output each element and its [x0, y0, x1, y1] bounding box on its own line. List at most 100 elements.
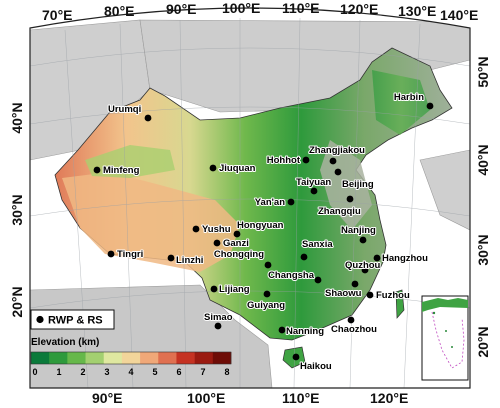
- colorbar-segment: [212, 352, 232, 364]
- station-label-nanjing: Nanjing: [341, 225, 376, 236]
- colorbar-tick-label: 4: [128, 367, 133, 377]
- colorbar-tick-label: 3: [104, 367, 109, 377]
- station-marker-chaozhou: [347, 316, 355, 324]
- top-lon-label-140: 140°E: [440, 7, 478, 23]
- station-marker-simao: [214, 322, 222, 330]
- top-lon-label-130: 130°E: [398, 3, 436, 19]
- station-legend: RWP & RS: [30, 309, 115, 330]
- top-lon-label-100: 100°E: [222, 0, 260, 16]
- colorbar-border: [30, 351, 232, 365]
- station-marker-chongqing: [264, 261, 272, 269]
- left-lat-label-40: 40°N: [9, 102, 25, 133]
- station-label-ganzi: Ganzi: [223, 238, 249, 249]
- station-label-sanxia: Sanxia: [302, 239, 333, 250]
- station-label-changsha: Changsha: [268, 270, 315, 281]
- station-label-quzhou: Quzhou: [345, 260, 381, 271]
- station-marker-beijing: [334, 168, 342, 176]
- top-lon-label-110: 110°E: [282, 0, 320, 16]
- station-marker-harbin: [426, 102, 434, 110]
- station-label-nanning: Nanning: [286, 326, 324, 337]
- bottom-lon-label-90: 90°E: [92, 390, 123, 406]
- station-label-minfeng: Minfeng: [103, 165, 140, 176]
- station-label-tingri: Tingri: [117, 249, 143, 260]
- top-lon-label-90: 90°E: [166, 1, 197, 17]
- map-frame: [29, 7, 471, 389]
- bottom-lon-label-100: 100°E: [187, 390, 225, 406]
- top-lon-label-80: 80°E: [104, 3, 135, 19]
- station-label-zhangjiakou: Zhangjiakou: [309, 145, 365, 156]
- colorbar-segment: [140, 352, 159, 364]
- station-marker-tingri: [107, 250, 115, 258]
- axis-labels: 70°E 80°E 90°E 100°E 110°E 120°E 130°E 1…: [9, 0, 491, 406]
- neighbor-land-east: [419, 149, 470, 231]
- elevation-colorbar-ticks: 0 1 2 3 4 5 6 7 8: [32, 367, 229, 377]
- station-marker-fuzhou: [366, 291, 374, 299]
- station-marker-hangzhou: [373, 254, 381, 262]
- station-marker-linzhi: [167, 254, 175, 262]
- station-marker-shaowu: [351, 280, 359, 288]
- inset-island-2: [445, 330, 447, 332]
- station-marker-zhangqiu: [346, 195, 354, 203]
- station-legend-marker: [36, 315, 44, 324]
- left-lat-label-20: 20°N: [9, 286, 25, 317]
- colorbar-segment: [194, 352, 214, 364]
- south-china-sea-inset: [421, 295, 469, 381]
- colorbar-segment: [67, 352, 86, 364]
- station-label-hohhot: Hohhot: [267, 155, 301, 166]
- station-marker-urumqi: [144, 114, 152, 122]
- station-layer: Urumqi Harbin Zhangjiakou Hohhot Minfeng Jiuq…: [93, 91, 434, 373]
- elevation-colorbar: [30, 351, 232, 365]
- colorbar-segment: [176, 352, 195, 364]
- station-marker-nanning: [278, 326, 286, 334]
- colorbar-tick-label: 5: [152, 367, 157, 377]
- colorbar-segment: [121, 352, 141, 364]
- station-marker-haikou: [292, 353, 300, 361]
- colorbar-segment: [158, 352, 177, 364]
- station-marker-taiyuan: [310, 187, 318, 195]
- tibetan-plateau: [62, 172, 240, 272]
- colorbar-segment: [31, 352, 50, 364]
- station-marker-nanjing: [359, 236, 367, 244]
- station-label-harbin: Harbin: [394, 92, 424, 103]
- taiwan-island: [395, 289, 405, 319]
- station-label-fuzhou: Fuzhou: [376, 290, 410, 301]
- colorbar-tick-label: 6: [176, 367, 181, 377]
- station-label-jiuquan: Jiuquan: [219, 163, 256, 174]
- station-marker-quzhou: [361, 266, 369, 274]
- station-marker-yan-an: [287, 198, 295, 206]
- station-label-yan-an: Yan'an: [255, 197, 285, 208]
- colorbar-tick-label: 2: [80, 367, 85, 377]
- station-marker-guiyang: [263, 290, 271, 298]
- station-label-hongyuan: Hongyuan: [237, 220, 284, 231]
- left-lat-label-30: 30°N: [9, 194, 25, 225]
- inset-dashed-line: [431, 311, 465, 369]
- station-marker-sanxia: [300, 253, 308, 261]
- bottom-lon-label-110: 110°E: [282, 390, 320, 406]
- station-marker-minfeng: [93, 166, 101, 174]
- inset-coast: [422, 298, 468, 312]
- right-lat-label-50: 50°N: [475, 56, 491, 87]
- tarim-basin: [85, 145, 175, 178]
- colorbar-segment: [103, 352, 123, 364]
- station-label-haikou: Haikou: [300, 361, 332, 372]
- station-marker-hongyuan: [233, 230, 241, 238]
- station-legend-label: RWP & RS: [48, 315, 103, 327]
- station-label-taiyuan: Taiyuan: [296, 177, 331, 188]
- station-label-chongqing: Chongqing: [214, 249, 264, 260]
- station-label-guiyang: Guiyang: [247, 300, 285, 311]
- colorbar-tick-label: 0: [32, 367, 37, 377]
- right-lat-label-40: 40°N: [475, 144, 491, 175]
- inset-frame: [421, 295, 469, 381]
- right-lat-label-30: 30°N: [475, 234, 491, 265]
- station-marker-zhangjiakou: [329, 157, 337, 165]
- inset-island-3: [451, 346, 453, 348]
- station-label-chaozhou: Chaozhou: [331, 324, 377, 335]
- colorbar-tick-label: 1: [56, 367, 61, 377]
- station-label-lijiang: Lijiang: [219, 284, 250, 295]
- colorbar-tick-label: 7: [200, 367, 205, 377]
- station-label-shaowu: Shaowu: [325, 288, 362, 299]
- bottom-lon-label-120: 120°E: [370, 390, 408, 406]
- station-marker-lijiang: [210, 285, 218, 293]
- station-label-simao: Simao: [204, 312, 233, 323]
